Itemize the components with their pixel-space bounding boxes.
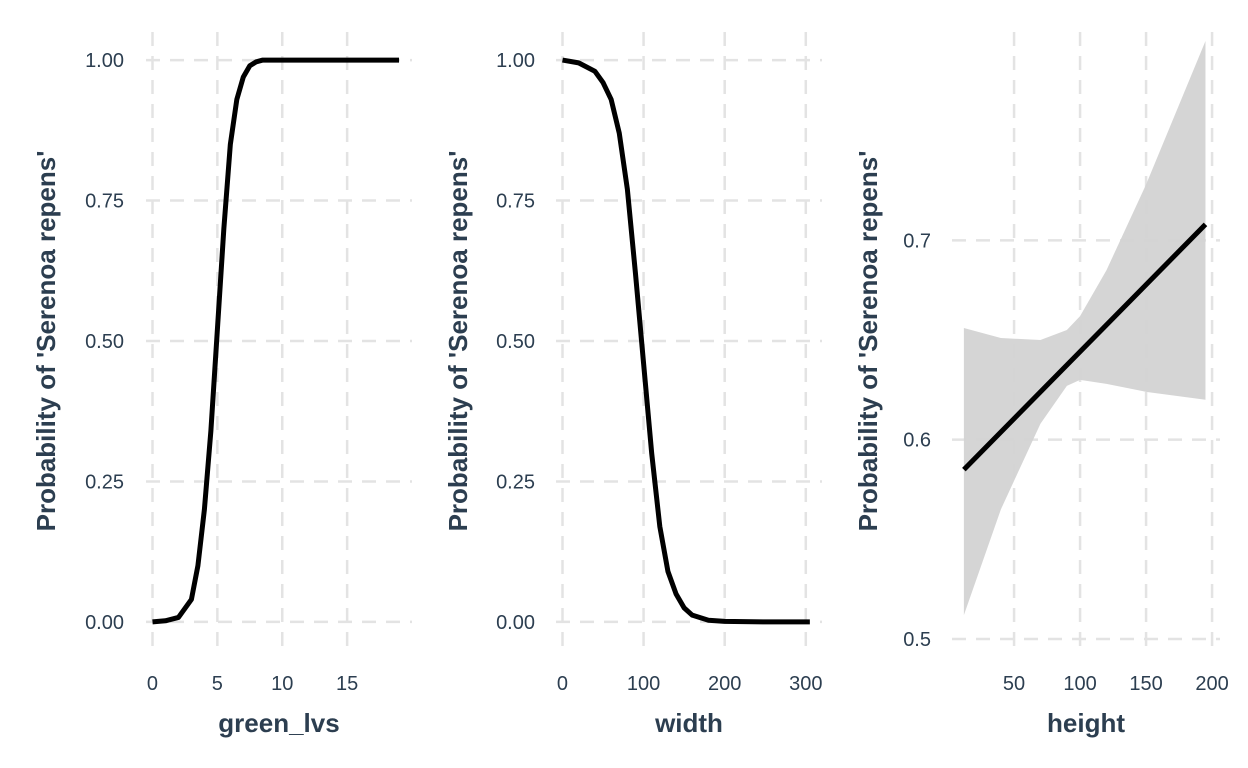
y-tick-label: 0.25 — [85, 471, 124, 493]
x-tick-label: 15 — [336, 673, 358, 695]
panel-green-lvs: 0 5 10 15 0.00 0.25 0.50 0.75 1.00 green_lvs Proba… — [31, 32, 412, 738]
y-tick-label: 0.00 — [496, 612, 535, 634]
y-axis-title: Probability of 'Serenoa repens' — [443, 151, 473, 532]
x-tick-label: 100 — [627, 673, 660, 695]
y-tick-label: 0.6 — [903, 430, 931, 452]
y-tick-label: 1.00 — [496, 50, 535, 72]
y-tick-label: 0.75 — [496, 191, 535, 213]
x-tick-label: 100 — [1063, 673, 1096, 695]
x-tick-label: 150 — [1129, 673, 1162, 695]
y-tick-label: 0.7 — [903, 230, 931, 252]
y-axis-title: Probability of 'Serenoa repens' — [31, 151, 61, 532]
y-tick-label: 0.50 — [85, 331, 124, 353]
y-tick-label: 0.00 — [85, 612, 124, 634]
y-tick-label: 1.00 — [85, 50, 124, 72]
x-axis-title: width — [654, 708, 723, 738]
y-tick-label: 0.75 — [85, 191, 124, 213]
y-axis-title: Probability of 'Serenoa repens' — [853, 151, 883, 532]
y-tick-label: 0.5 — [903, 629, 931, 651]
x-axis-title: height — [1047, 708, 1125, 738]
panel-height: 50 100 150 200 0.5 0.6 0.7 height Probability of… — [853, 32, 1229, 738]
y-tick-label: 0.50 — [496, 331, 535, 353]
series-line — [152, 57, 400, 625]
x-tick-label: 0 — [147, 673, 158, 695]
x-tick-label: 10 — [271, 673, 293, 695]
x-tick-label: 200 — [708, 673, 741, 695]
y-tick-label: 0.25 — [496, 471, 535, 493]
x-axis-title: green_lvs — [218, 708, 339, 738]
x-tick-label: 300 — [789, 673, 822, 695]
x-tick-label: 50 — [1003, 673, 1025, 695]
series-line — [562, 57, 810, 625]
x-tick-label: 200 — [1195, 673, 1228, 695]
panel-width: 0 100 200 300 0.00 0.25 0.50 0.75 1.00 width Proba… — [443, 32, 822, 738]
x-tick-label: 0 — [557, 673, 568, 695]
confidence-band — [963, 40, 1206, 616]
series-line — [962, 222, 1208, 472]
x-tick-label: 5 — [212, 673, 223, 695]
